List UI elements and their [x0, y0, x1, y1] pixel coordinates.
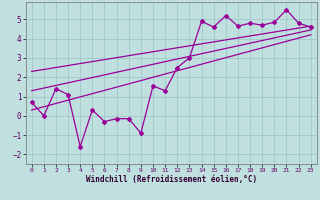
X-axis label: Windchill (Refroidissement éolien,°C): Windchill (Refroidissement éolien,°C)	[86, 175, 257, 184]
